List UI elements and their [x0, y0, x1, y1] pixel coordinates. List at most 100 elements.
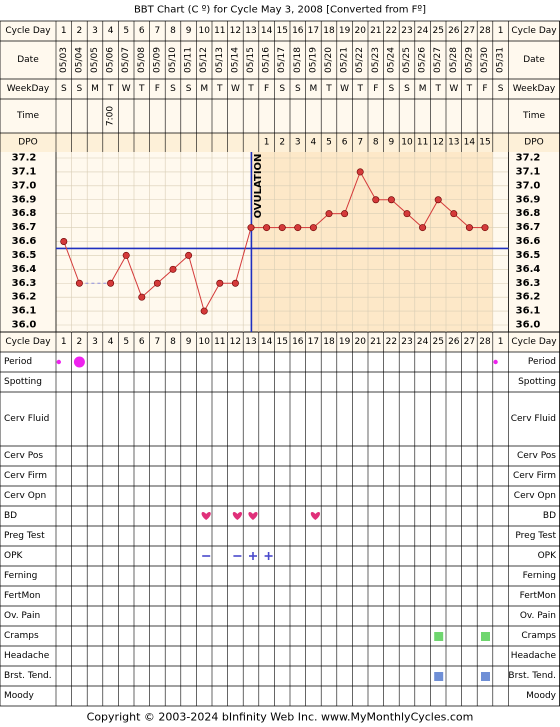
y-tick-left: 36.1 — [12, 306, 37, 317]
cycle-day-bottom: 1 — [498, 337, 504, 347]
cycle-day-top: 28 — [479, 26, 491, 36]
weekday-label: M — [310, 84, 318, 94]
row-label-right-ov_pain-lower: Ov. Pain — [520, 611, 556, 621]
cycle-day-top: 14 — [261, 26, 273, 36]
y-tick-right: 36.2 — [516, 292, 541, 303]
cycle-day-bottom: 13 — [245, 337, 256, 347]
date-label: 05/30 — [480, 47, 490, 73]
date-label: 05/05 — [90, 47, 100, 73]
cycle-day-top: 15 — [276, 26, 287, 36]
date-label: 05/25 — [402, 47, 412, 73]
cycle-day-bottom: 7 — [155, 337, 161, 347]
cycle-day-bottom: 9 — [186, 337, 192, 347]
cycle-day-top: 1 — [61, 26, 67, 36]
bd-heart-icon — [310, 511, 321, 520]
cycle-day-top: 26 — [448, 26, 460, 36]
temp-point — [278, 224, 286, 232]
cycle-day-top: 13 — [245, 26, 256, 36]
row-label-right-cramps-lower: Cramps — [521, 631, 556, 641]
row-label-cerv_fluid-lower: Cerv Fluid — [4, 414, 49, 424]
y-tick-left: 36.8 — [12, 208, 37, 219]
y-tick-left: 36.2 — [12, 292, 37, 303]
dpo-label: 1 — [264, 138, 270, 148]
dpo-label: 5 — [326, 138, 332, 148]
temp-point — [247, 224, 255, 232]
weekday-label: S — [389, 84, 395, 94]
y-tick-left: 36.6 — [12, 236, 37, 247]
temp-line-segment — [234, 227, 252, 284]
temp-line-segment — [110, 255, 127, 284]
temp-point — [481, 224, 489, 232]
temp-point — [75, 279, 83, 287]
cycle-day-bottom: 12 — [230, 337, 241, 347]
weekday-label: F — [482, 84, 487, 94]
cycle-day-bottom: 23 — [401, 337, 412, 347]
temp-line-segment — [63, 241, 80, 284]
cycle-day-top: 21 — [370, 26, 381, 36]
y-tick-right: 36.9 — [516, 194, 541, 205]
cycle-day-top: 2 — [77, 26, 83, 36]
y-tick-right: 36.6 — [516, 236, 541, 247]
cycle-day-bottom: 15 — [276, 337, 287, 347]
cycle-day-bottom: 4 — [108, 337, 114, 347]
cycle-day-top: 4 — [108, 26, 114, 36]
y-tick-left: 37.1 — [12, 166, 37, 177]
bd-heart-icon — [232, 511, 243, 520]
date-label: 05/15 — [246, 47, 256, 73]
cycle-day-top: 10 — [198, 26, 210, 36]
temp-point — [434, 196, 442, 204]
cycle-day-top: 1 — [498, 26, 504, 36]
date-label: 05/06 — [106, 47, 116, 73]
weekday-label: F — [373, 84, 378, 94]
cycle-day-bottom: 3 — [92, 337, 98, 347]
temp-point — [419, 224, 427, 232]
date-label: 05/12 — [199, 47, 209, 73]
cycle-day-top: 20 — [354, 26, 366, 36]
dpo-label: 3 — [295, 138, 301, 148]
dpo-label: 2 — [279, 138, 285, 148]
weekday-label: T — [138, 84, 145, 94]
period-marker — [56, 359, 61, 365]
weekday-label: S — [295, 84, 301, 94]
date-label: 05/29 — [464, 47, 474, 73]
cycle-day-bottom: 6 — [139, 337, 145, 347]
date-label: 05/22 — [355, 47, 365, 73]
cycle-day-top: 17 — [308, 26, 319, 36]
weekday-label: T — [325, 84, 332, 94]
weekday-label: S — [186, 84, 192, 94]
date-label: 05/13 — [215, 47, 225, 73]
row-label-cramps-lower: Cramps — [4, 631, 39, 641]
dpo-label: 14 — [464, 138, 476, 148]
cycle-day-bottom: 10 — [198, 337, 210, 347]
ovulation-label: OVULATION — [253, 154, 264, 219]
row-label-preg_test-lower: Preg Test — [4, 531, 45, 541]
weekday-label: M — [91, 84, 99, 94]
weekday-label: S — [61, 84, 67, 94]
row-label-right-cerv_opn-lower: Cerv Opn — [514, 491, 556, 501]
row-label-brst_tend-lower: Brst. Tend. — [4, 671, 52, 681]
date-label: 05/19 — [308, 47, 318, 73]
cycle-day-bottom: 17 — [308, 337, 319, 347]
cycle-day-bottom: 5 — [123, 337, 129, 347]
temp-point — [153, 279, 161, 287]
footer-copyright: Copyright © 2003-2024 bInfinity Web Inc.… — [87, 711, 474, 724]
temp-point — [465, 224, 473, 232]
row-label-right-cerv_firm-lower: Cerv Firm — [513, 471, 556, 481]
luteal-phase-shade — [251, 152, 493, 332]
weekday-label: S — [498, 84, 504, 94]
temp-point — [60, 238, 68, 246]
date-label: 05/03 — [59, 47, 69, 73]
row-label-right-opk-lower: OPK — [538, 551, 558, 561]
date-label: 05/16 — [262, 47, 272, 73]
row-label-headache-lower: Headache — [4, 651, 50, 661]
temp-point — [341, 210, 349, 218]
row-label-right-cerv_fluid-lower: Cerv Fluid — [511, 414, 556, 424]
weekday-label: F — [264, 84, 269, 94]
date-label: 05/26 — [418, 47, 428, 73]
date-label: 05/14 — [230, 47, 240, 73]
row-label-right-fertmon-lower: FertMon — [520, 591, 556, 601]
temp-line-segment — [344, 171, 361, 214]
y-tick-left: 36.5 — [12, 250, 37, 261]
weekday-label: T — [107, 84, 114, 94]
date-label: 05/08 — [137, 47, 147, 73]
